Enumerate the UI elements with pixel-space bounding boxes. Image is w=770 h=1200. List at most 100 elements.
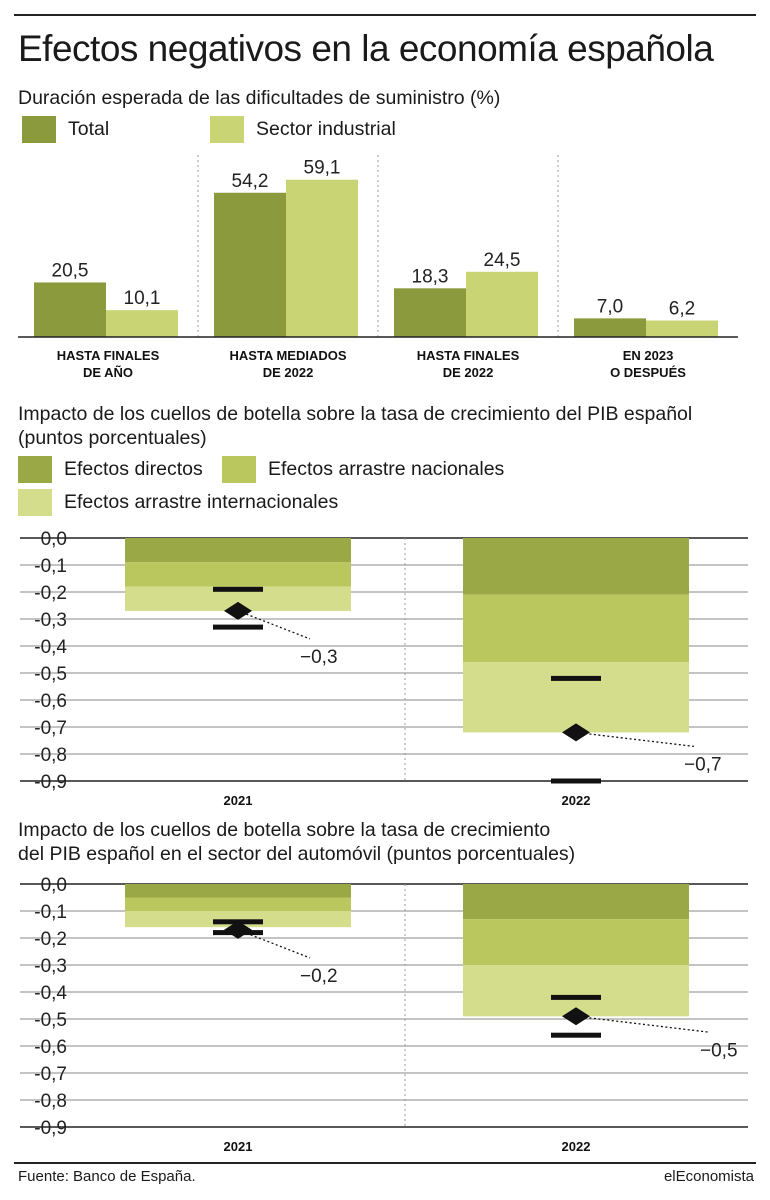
total-leader-line bbox=[237, 929, 311, 959]
category-label: DE AÑO bbox=[83, 365, 133, 380]
bar bbox=[574, 318, 646, 337]
category-label: HASTA MEDIADOS bbox=[230, 348, 347, 363]
total-leader-line bbox=[575, 731, 695, 748]
bar bbox=[394, 288, 466, 337]
y-tick-label: -0,9 bbox=[34, 772, 67, 793]
stacked-segment bbox=[125, 538, 351, 563]
y-tick-label: -0,5 bbox=[34, 664, 67, 685]
x-category-label: 2021 bbox=[224, 793, 253, 808]
x-category-label: 2021 bbox=[224, 1139, 253, 1154]
page-title: Efectos negativos en la economía español… bbox=[18, 28, 714, 69]
y-tick-label: -0,3 bbox=[34, 956, 67, 977]
total-label: −0,3 bbox=[300, 647, 338, 668]
data-label: 10,1 bbox=[124, 288, 161, 309]
y-tick-label: -0,7 bbox=[34, 1064, 67, 1085]
bar bbox=[646, 320, 718, 337]
category-label: HASTA FINALES bbox=[417, 348, 520, 363]
range-mark-upper bbox=[551, 675, 601, 681]
bar bbox=[286, 179, 358, 337]
chart2-plot: 0,0 -0,1 -0,2 -0,3 -0,4 -0,5 -0,6 -0,7 -0,8 -0,9 −… bbox=[20, 529, 748, 808]
legend-nacionales: Efectos arrastre nacionales bbox=[222, 456, 504, 483]
stacked-segment bbox=[125, 911, 351, 928]
legend-total-swatch bbox=[22, 116, 56, 143]
y-tick-label: -0,5 bbox=[34, 1010, 67, 1031]
y-tick-label: -0,8 bbox=[34, 745, 67, 766]
chart2-title-line1: Impacto de los cuellos de botella sobre … bbox=[18, 403, 693, 425]
legend-directos: Efectos directos bbox=[18, 456, 203, 483]
range-mark-lower bbox=[213, 624, 263, 630]
bar bbox=[214, 192, 286, 337]
legend-internacionales-label: Efectos arrastre internacionales bbox=[64, 491, 339, 513]
legend-directos-label: Efectos directos bbox=[64, 458, 203, 480]
stacked-segment bbox=[463, 662, 689, 733]
total-label: −0,2 bbox=[300, 966, 338, 987]
legend-nacionales-label: Efectos arrastre nacionales bbox=[268, 458, 505, 480]
chart2-title: Impacto de los cuellos de botella sobre … bbox=[18, 402, 692, 450]
legend-internacionales-swatch bbox=[18, 489, 52, 516]
range-mark-upper bbox=[213, 586, 263, 592]
y-tick-label: -0,4 bbox=[34, 637, 67, 658]
category-label: EN 2023 bbox=[623, 348, 674, 363]
y-tick-label: 0,0 bbox=[41, 529, 67, 550]
stacked-segment bbox=[463, 594, 689, 663]
chart3-title-line2: del PIB español en el sector del automóv… bbox=[18, 843, 576, 865]
category-label: DE 2022 bbox=[443, 365, 494, 380]
x-category-label: 2022 bbox=[562, 793, 591, 808]
y-tick-label: -0,1 bbox=[34, 902, 67, 923]
range-mark-upper bbox=[551, 994, 601, 1000]
category-label: O DESPUÉS bbox=[610, 365, 686, 380]
y-tick-label: -0,1 bbox=[34, 556, 67, 577]
y-tick-label: -0,8 bbox=[34, 1091, 67, 1112]
footer-rule bbox=[14, 1162, 756, 1164]
stacked-segment bbox=[463, 884, 689, 920]
total-leader-line bbox=[237, 610, 311, 640]
y-tick-label: -0,9 bbox=[34, 1118, 67, 1139]
chart3-plot: 0,0 -0,1 -0,2 -0,3 -0,4 -0,5 -0,6 -0,7 -0,8 -0,9 −… bbox=[20, 875, 748, 1154]
y-tick-label: 0,0 bbox=[41, 875, 67, 896]
range-mark-lower bbox=[551, 1032, 601, 1038]
data-label: 18,3 bbox=[412, 266, 449, 287]
data-label: 59,1 bbox=[304, 158, 341, 179]
data-label: 7,0 bbox=[597, 296, 623, 317]
y-tick-label: -0,4 bbox=[34, 983, 67, 1004]
bar bbox=[34, 282, 106, 337]
legend-total: Total bbox=[22, 116, 109, 143]
data-label: 6,2 bbox=[669, 299, 695, 320]
y-tick-label: -0,7 bbox=[34, 718, 67, 739]
chart3-title-line1: Impacto de los cuellos de botella sobre … bbox=[18, 819, 551, 841]
legend-industrial: Sector industrial bbox=[210, 116, 396, 143]
data-label: 54,2 bbox=[232, 171, 269, 192]
legend-industrial-swatch bbox=[210, 116, 244, 143]
chart3-title: Impacto de los cuellos de botella sobre … bbox=[18, 818, 575, 866]
chart2-title-line2: (puntos porcentuales) bbox=[18, 427, 207, 449]
y-tick-label: -0,3 bbox=[34, 610, 67, 631]
y-tick-label: -0,6 bbox=[34, 691, 67, 712]
data-label: 20,5 bbox=[52, 260, 89, 281]
chart1-plot: 20,5 10,1 HASTA FINALES DE AÑO 54,2 59,1 HASTA… bbox=[18, 155, 738, 380]
y-tick-label: -0,2 bbox=[34, 583, 67, 604]
y-tick-label: -0,2 bbox=[34, 929, 67, 950]
legend-industrial-label: Sector industrial bbox=[256, 118, 396, 140]
legend-directos-swatch bbox=[18, 456, 52, 483]
legend-total-label: Total bbox=[68, 118, 110, 140]
category-label: DE 2022 bbox=[263, 365, 314, 380]
bar bbox=[106, 310, 178, 337]
x-category-label: 2022 bbox=[562, 1139, 591, 1154]
y-tick-label: -0,6 bbox=[34, 1037, 67, 1058]
stacked-segment bbox=[125, 884, 351, 898]
total-label: −0,7 bbox=[684, 754, 722, 775]
stacked-segment bbox=[125, 562, 351, 587]
bar bbox=[466, 271, 538, 337]
chart1-title: Duración esperada de las dificultades de… bbox=[18, 87, 501, 109]
category-label: HASTA FINALES bbox=[57, 348, 160, 363]
range-mark-lower bbox=[551, 778, 601, 784]
data-label: 24,5 bbox=[484, 250, 521, 271]
legend-nacionales-swatch bbox=[222, 456, 256, 483]
legend-internacionales: Efectos arrastre internacionales bbox=[18, 489, 338, 516]
brand-logo: elEconomista bbox=[663, 1168, 754, 1185]
stacked-segment bbox=[125, 897, 351, 911]
total-label: −0,5 bbox=[700, 1040, 738, 1061]
source-note: Fuente: Banco de España. bbox=[18, 1168, 196, 1185]
stacked-segment bbox=[463, 919, 689, 965]
stacked-segment bbox=[463, 538, 689, 595]
